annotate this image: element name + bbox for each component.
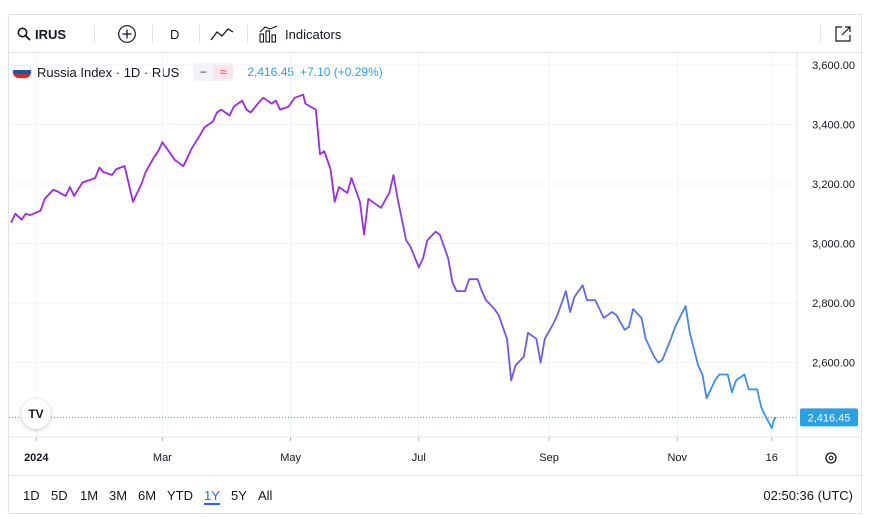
settings-gear-center-icon xyxy=(828,455,834,461)
russia-flag-icon xyxy=(13,66,31,78)
indicators-button[interactable]: Indicators xyxy=(259,15,341,53)
interval-label: D xyxy=(170,26,180,42)
legend-change: +7.10 (+0.29%) xyxy=(300,65,383,79)
range-button-1y[interactable]: 1Y xyxy=(204,476,220,514)
symbol-label: IRUS xyxy=(35,26,67,42)
search-icon xyxy=(17,27,31,41)
x-tick-label: Jul xyxy=(412,452,426,464)
approx-icon: ≈ xyxy=(213,65,234,79)
legend-price: 2,416.45 xyxy=(247,65,295,79)
last-price-label-bg xyxy=(800,408,858,427)
range-button-6m[interactable]: 6M xyxy=(138,487,157,503)
x-tick-label: Mar xyxy=(153,452,172,464)
fullscreen-icon xyxy=(835,26,851,42)
y-tick-label: 3,200.00 xyxy=(812,179,855,191)
range-button-ytd[interactable]: YTD xyxy=(167,487,193,503)
top-toolbar: IRUS D Indicat xyxy=(9,15,861,53)
toolbar-divider xyxy=(247,25,248,43)
legend-toggle[interactable]: − ≈ xyxy=(193,63,234,81)
range-button-all[interactable]: All xyxy=(258,487,273,503)
interval-button[interactable]: D xyxy=(170,15,179,53)
legend-title: Russia Index · 1D · RUS xyxy=(37,64,180,80)
indicators-label: Indicators xyxy=(285,26,342,42)
price-series-line xyxy=(10,93,777,430)
toolbar-divider xyxy=(94,25,95,43)
x-tick-label: 16 xyxy=(766,452,778,464)
line-chart-icon xyxy=(210,28,234,41)
add-compare-icon xyxy=(118,25,136,43)
range-button-5y[interactable]: 5Y xyxy=(231,487,247,503)
tradingview-logo[interactable]: TV xyxy=(21,399,51,429)
toolbar-divider xyxy=(820,25,821,43)
x-tick-label: 2024 xyxy=(24,452,49,464)
chart-legend: Russia Index · 1D · RUS − ≈ 2,416.45 +7.… xyxy=(13,62,383,82)
x-tick-label: May xyxy=(280,452,301,464)
range-button-1m[interactable]: 1M xyxy=(80,487,99,503)
toolbar-divider xyxy=(199,25,200,43)
y-tick-label: 3,400.00 xyxy=(812,119,855,131)
fullscreen-button[interactable] xyxy=(834,15,852,53)
compare-button[interactable] xyxy=(117,15,137,53)
toolbar-divider xyxy=(152,25,153,43)
range-button-5d[interactable]: 5D xyxy=(51,487,68,503)
utc-clock[interactable]: 02:50:36 (UTC) xyxy=(763,487,853,503)
y-tick-label: 3,600.00 xyxy=(812,60,855,72)
symbol-search[interactable]: IRUS xyxy=(17,15,66,53)
range-button-1d[interactable]: 1D xyxy=(23,487,40,503)
bottom-toolbar: 1D 5D 1M 3M 6M YTD 1Y 5Y All 02:50:36 (UTC) xyxy=(9,475,861,513)
settings-gear-icon[interactable] xyxy=(825,452,837,464)
chart-widget: IRUS D Indicat xyxy=(8,14,862,514)
chart-type-button[interactable] xyxy=(210,15,234,53)
y-tick-label: 2,800.00 xyxy=(812,298,855,310)
x-tick-label: Nov xyxy=(667,452,687,464)
last-price-label: 2,416.45 xyxy=(808,412,851,424)
price-chart[interactable]: 3,600.00 3,400.00 3,200.00 3,000.00 2,800.00… xyxy=(9,53,861,475)
x-tick-label: Sep xyxy=(539,452,559,464)
y-tick-label: 3,000.00 xyxy=(812,239,855,251)
range-button-3m[interactable]: 3M xyxy=(109,487,128,503)
indicators-icon xyxy=(259,25,278,43)
y-tick-label: 2,600.00 xyxy=(812,358,855,370)
collapse-icon: − xyxy=(199,65,207,79)
